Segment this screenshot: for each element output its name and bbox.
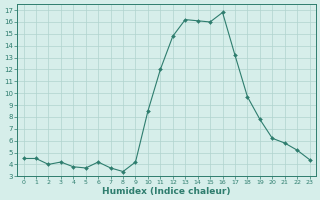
X-axis label: Humidex (Indice chaleur): Humidex (Indice chaleur) (102, 187, 231, 196)
